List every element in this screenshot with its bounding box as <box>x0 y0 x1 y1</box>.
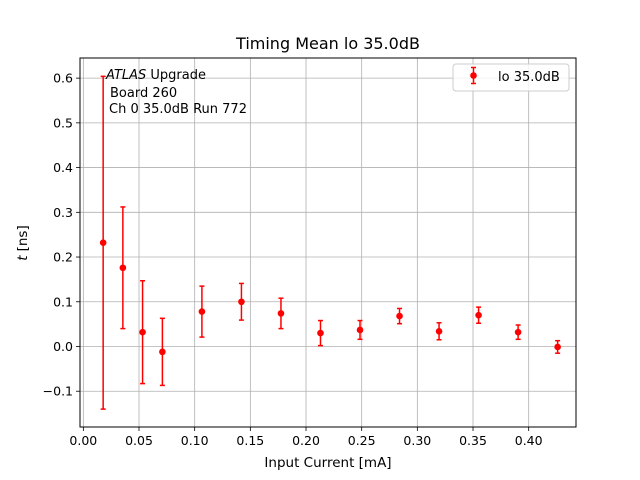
data-marker <box>198 308 206 315</box>
x-tick-label: 0.20 <box>292 433 320 448</box>
data-point <box>277 297 285 330</box>
x-tick-label: 0.05 <box>125 433 153 448</box>
data-marker <box>317 329 324 337</box>
data-marker <box>139 328 146 336</box>
legend-dot <box>470 72 477 79</box>
data-point <box>514 324 522 341</box>
data-point <box>317 319 324 347</box>
annotation-line-3: Ch 0 35.0dB Run 772 <box>109 102 247 117</box>
y-tick-label: 0.4 <box>53 160 73 175</box>
data-marker <box>514 328 522 336</box>
data-marker <box>159 348 166 356</box>
y-tick-label: 0.2 <box>53 250 73 265</box>
data-point <box>99 75 107 410</box>
annotation-line-1: ATLAS Upgrade <box>105 68 206 83</box>
chart-title: Timing Mean lo 35.0dB <box>235 34 420 53</box>
y-tick-label: 0.1 <box>53 294 73 309</box>
y-axis-ticks: −0.1 0.0 0.1 0.2 0.3 0.4 0.5 0.6 <box>43 71 80 399</box>
atlas-annotation: ATLAS Upgrade Board 260 Ch 0 35.0dB Run … <box>105 68 247 117</box>
data-point <box>119 206 127 330</box>
data-point <box>396 307 403 325</box>
annotation-line-2: Board 260 <box>110 86 177 101</box>
x-tick-label: 0.00 <box>69 433 97 448</box>
data-marker <box>277 310 285 317</box>
y-tick-label: 0.5 <box>53 115 73 130</box>
x-tick-label: 0.35 <box>459 433 487 448</box>
y-axis-label: t [ns] <box>15 225 31 260</box>
plot-frame <box>79 57 577 428</box>
annotation-atlas: ATLAS <box>105 68 146 83</box>
y-axis-label-symbol: t <box>15 255 31 261</box>
data-point <box>198 285 206 338</box>
x-axis-label: Input Current [mA] <box>264 455 391 471</box>
legend: lo 35.0dB <box>452 63 570 92</box>
data-marker <box>435 327 443 335</box>
data-marker <box>396 312 403 320</box>
x-tick-label: 0.15 <box>236 433 264 448</box>
data-series <box>99 75 561 410</box>
y-tick-label: −0.1 <box>43 384 73 399</box>
data-marker <box>238 298 245 306</box>
data-marker <box>475 311 482 319</box>
data-marker <box>99 239 107 247</box>
x-tick-label: 0.30 <box>403 433 431 448</box>
x-tick-label: 0.25 <box>348 433 376 448</box>
legend-label: lo 35.0dB <box>498 70 560 85</box>
data-point <box>356 319 364 341</box>
data-marker <box>554 343 561 351</box>
x-axis-ticks: 0.00 0.05 0.10 0.15 0.20 0.25 0.30 0.35 0.40 <box>69 427 543 448</box>
x-tick-label: 0.40 <box>515 433 543 448</box>
data-point <box>159 317 166 387</box>
y-tick-label: 0.6 <box>53 71 73 86</box>
data-marker <box>119 264 127 272</box>
annotation-upgrade: Upgrade <box>146 68 206 83</box>
data-point <box>475 306 482 324</box>
data-point <box>238 282 245 321</box>
y-axis-label-unit: [ns] <box>15 225 31 251</box>
legend-box <box>452 63 570 92</box>
data-marker <box>356 326 364 334</box>
x-tick-label: 0.10 <box>181 433 209 448</box>
legend-marker <box>470 66 477 85</box>
data-point <box>139 279 146 385</box>
y-tick-label: 0.0 <box>53 339 73 354</box>
data-point <box>435 322 443 341</box>
y-tick-label: 0.3 <box>53 205 73 220</box>
data-point <box>554 339 561 354</box>
